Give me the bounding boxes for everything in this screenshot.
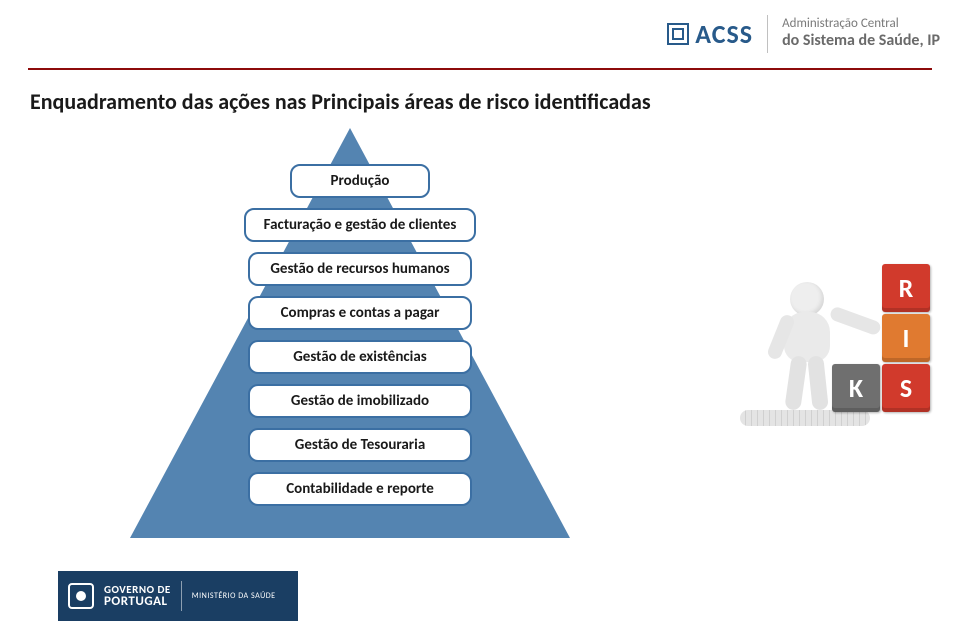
acss-logo-icon bbox=[667, 23, 689, 45]
risk-block-i: I bbox=[882, 314, 930, 362]
gov-text: GOVERNO DE PORTUGAL bbox=[104, 584, 171, 608]
pyramid-item: Gestão de Tesouraria bbox=[248, 428, 472, 462]
slide-title: Enquadramento das ações nas Principais á… bbox=[30, 88, 651, 115]
org-name: Administração Central do Sistema de Saúd… bbox=[782, 17, 940, 50]
pyramid-item: Gestão de recursos humanos bbox=[248, 252, 472, 286]
footer-gov-logo: GOVERNO DE PORTUGAL MINISTÉRIO DA SAÚDE bbox=[58, 571, 298, 621]
pyramid-item: Produção bbox=[290, 164, 430, 198]
pyramid-item: Contabilidade e reporte bbox=[248, 472, 472, 506]
acss-logo-text: ACSS bbox=[695, 18, 753, 50]
risk-illustration: R I S K bbox=[726, 260, 936, 420]
measuring-tape-icon bbox=[740, 410, 870, 426]
portugal-emblem-icon bbox=[68, 583, 94, 609]
risk-block-r: R bbox=[882, 264, 930, 312]
risk-block-s: S bbox=[882, 364, 930, 412]
pyramid-items: Produção Facturação e gestão de clientes G… bbox=[90, 164, 630, 506]
risk-block-k: K bbox=[832, 364, 880, 412]
header: ACSS Administração Central do Sistema de… bbox=[0, 0, 960, 68]
pyramid-item: Compras e contas a pagar bbox=[248, 296, 472, 330]
org-line1: Administração Central bbox=[782, 17, 940, 32]
pyramid-diagram: Produção Facturação e gestão de clientes G… bbox=[90, 128, 630, 548]
pyramid-item: Gestão de imobilizado bbox=[248, 384, 472, 418]
ministry-text: MINISTÉRIO DA SAÚDE bbox=[192, 591, 276, 601]
gov-line2: PORTUGAL bbox=[104, 595, 171, 608]
header-separator bbox=[767, 15, 768, 53]
pyramid-item: Facturação e gestão de clientes bbox=[244, 208, 476, 242]
horizontal-rule bbox=[28, 68, 932, 70]
org-line2: do Sistema de Saúde, IP bbox=[782, 32, 940, 50]
pyramid-item: Gestão de existências bbox=[248, 340, 472, 374]
footer-separator bbox=[181, 581, 182, 611]
acss-logo: ACSS bbox=[667, 18, 753, 50]
